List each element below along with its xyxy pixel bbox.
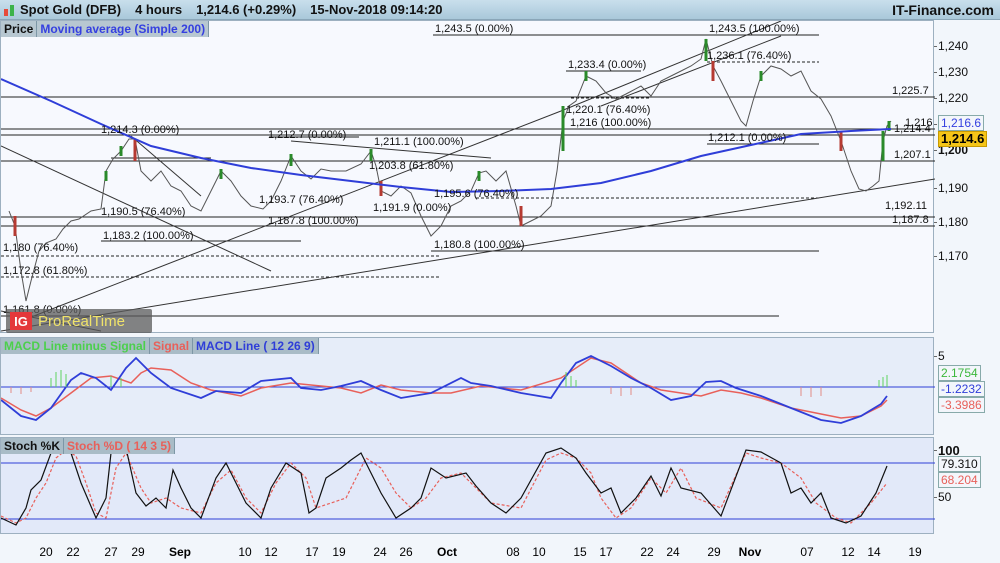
x-tick-label: 14	[867, 545, 881, 559]
stoch-k-badge: 79.310	[938, 456, 981, 472]
datetime: 15-Nov-2018 09:14:20	[310, 2, 443, 17]
y-tick: 1,180	[933, 215, 969, 229]
svg-text:1,190.5 (76.40%): 1,190.5 (76.40%)	[101, 206, 185, 218]
y-tick: 1,220	[933, 91, 969, 105]
svg-text:1,203.8 (61.80%): 1,203.8 (61.80%)	[369, 160, 453, 172]
last-price-change: 1,214.6 (+0.29%)	[196, 2, 297, 17]
stoch-legend: Stoch %K Stoch %D ( 14 3 5)	[1, 438, 176, 454]
x-tick-label: 12	[264, 545, 278, 559]
svg-text:1,183.2 (100.00%): 1,183.2 (100.00%)	[103, 230, 194, 242]
last-price-badge: 1,214.6	[938, 131, 988, 147]
x-tick-label: 26	[399, 545, 413, 559]
x-tick-label: Oct	[436, 545, 458, 559]
svg-text:1,236.1 (76.40%): 1,236.1 (76.40%)	[707, 50, 791, 62]
legend-signal[interactable]: Signal	[150, 338, 194, 354]
price-y-axis[interactable]: 1,240 1,230 1,220 1,210 1,200 1,190 1,18…	[933, 20, 1000, 333]
svg-text:1,191.9 (0.00%): 1,191.9 (0.00%)	[373, 202, 451, 214]
svg-text:1,192.11: 1,192.11	[885, 200, 927, 212]
svg-text:1,195.6 (76.40%): 1,195.6 (76.40%)	[434, 188, 518, 200]
svg-text:1,216: 1,216	[905, 117, 933, 129]
chart-title-bar: Spot Gold (DFB) 4 hours 1,214.6 (+0.29%)…	[0, 0, 1000, 20]
legend-price[interactable]: Price	[1, 21, 38, 37]
x-tick-label: 07	[800, 545, 814, 559]
x-tick-label: 12	[841, 545, 855, 559]
svg-text:1,207.1: 1,207.1	[894, 149, 931, 161]
x-tick-label: 29	[131, 545, 145, 559]
stoch-y-axis[interactable]: 100 50	[933, 437, 1000, 534]
legend-macd-line[interactable]: MACD Line ( 12 26 9)	[193, 338, 319, 354]
x-tick-label: 22	[66, 545, 80, 559]
price-legend: Price Moving average (Simple 200)	[1, 21, 210, 37]
svg-text:1,214.4: 1,214.4	[894, 123, 931, 135]
x-tick-label: 17	[305, 545, 319, 559]
x-tick-label: 22	[640, 545, 654, 559]
y-tick: 100	[934, 443, 960, 458]
svg-text:1,212.7 (0.00%): 1,212.7 (0.00%)	[268, 129, 346, 141]
svg-text:1,187.8 (100.00%): 1,187.8 (100.00%)	[268, 215, 359, 227]
macd-legend: MACD Line minus Signal Signal MACD Line …	[1, 338, 319, 354]
x-tick-label: 24	[373, 545, 387, 559]
svg-text:1,243.5 (0.00%): 1,243.5 (0.00%)	[435, 23, 513, 35]
x-tick-label: 24	[666, 545, 680, 559]
watermark-text: ProRealTime	[38, 312, 125, 330]
svg-text:1,214.3 (0.00%): 1,214.3 (0.00%)	[101, 124, 179, 136]
brand-name: IT-Finance.com	[892, 2, 994, 18]
svg-text:1,193.7 (76.40%): 1,193.7 (76.40%)	[259, 194, 343, 206]
x-tick-label: 19	[908, 545, 922, 559]
x-tick-label: 10	[238, 545, 252, 559]
x-tick-label: 20	[39, 545, 53, 559]
instrument-name: Spot Gold (DFB)	[20, 2, 122, 17]
svg-text:1,233.4 (0.00%): 1,233.4 (0.00%)	[568, 59, 646, 71]
x-tick-label: 27	[104, 545, 118, 559]
svg-text:1,211.1 (100.00%): 1,211.1 (100.00%)	[374, 136, 464, 148]
macd-y-axis[interactable]: 5	[934, 337, 1000, 435]
timeframe: 4 hours	[135, 2, 183, 17]
svg-text:1,187.8: 1,187.8	[892, 214, 929, 226]
legend-moving-average[interactable]: Moving average (Simple 200)	[37, 21, 210, 37]
stoch-d-badge: 68.204	[938, 472, 981, 488]
x-tick-label: Nov	[738, 545, 762, 559]
moving-average-line	[1, 78, 892, 194]
x-tick-label: 29	[707, 545, 721, 559]
legend-stoch-d[interactable]: Stoch %D ( 14 3 5)	[64, 438, 176, 454]
price-chart-canvas: 1,243.5 (0.00%) 1,243.5 (100.00%) 1,236.…	[1, 21, 935, 332]
svg-text:1,172.8 (61.80%): 1,172.8 (61.80%)	[3, 265, 87, 277]
svg-text:1,216 (100.00%): 1,216 (100.00%)	[570, 117, 651, 129]
x-tick-label: 10	[532, 545, 546, 559]
macd-line-badge: -1.2232	[938, 381, 985, 397]
svg-text:1,225.7: 1,225.7	[892, 85, 929, 97]
y-tick: 1,230	[933, 65, 969, 79]
y-tick: 1,190	[933, 181, 969, 195]
ma-value-badge: 1,216.6	[938, 115, 985, 131]
svg-text:1,220.1 (76.40%): 1,220.1 (76.40%)	[566, 104, 650, 116]
svg-text:1,243.5 (100.00%): 1,243.5 (100.00%)	[709, 23, 800, 35]
signal-badge: -3.3986	[938, 397, 985, 413]
y-tick: 1,240	[933, 39, 969, 53]
svg-text:1,180.8 (100.00%): 1,180.8 (100.00%)	[434, 239, 525, 251]
svg-text:1,180 (76.40%): 1,180 (76.40%)	[3, 242, 78, 254]
x-tick-label: 17	[599, 545, 613, 559]
price-pane[interactable]: Price Moving average (Simple 200)	[0, 20, 935, 333]
y-tick: 5	[934, 349, 945, 363]
x-tick-label: 15	[573, 545, 587, 559]
macd-histogram-badge: 2.1754	[938, 365, 981, 381]
date-x-axis[interactable]: 20 22 27 29 Sep 10 12 17 19 24 26 Oct 08 10 15 17 22 24 29…	[0, 537, 934, 563]
macd-chart-canvas	[1, 355, 935, 424]
legend-macd-histogram[interactable]: MACD Line minus Signal	[1, 338, 151, 354]
x-tick-label: Sep	[168, 545, 192, 559]
ig-logo: IG	[10, 312, 32, 330]
macd-pane[interactable]: MACD Line minus Signal Signal MACD Line …	[0, 337, 935, 435]
candlestick-icon	[3, 3, 17, 17]
y-tick: 50	[933, 490, 952, 504]
svg-text:1,212.1 (0.00%): 1,212.1 (0.00%)	[708, 132, 786, 144]
x-tick-label: 08	[506, 545, 520, 559]
prorealtime-watermark: IG ProRealTime	[6, 309, 152, 333]
legend-stoch-k[interactable]: Stoch %K	[1, 438, 65, 454]
x-tick-label: 19	[332, 545, 346, 559]
y-tick: 1,170	[933, 249, 969, 263]
stochastic-pane[interactable]: Stoch %K Stoch %D ( 14 3 5)	[0, 437, 935, 534]
